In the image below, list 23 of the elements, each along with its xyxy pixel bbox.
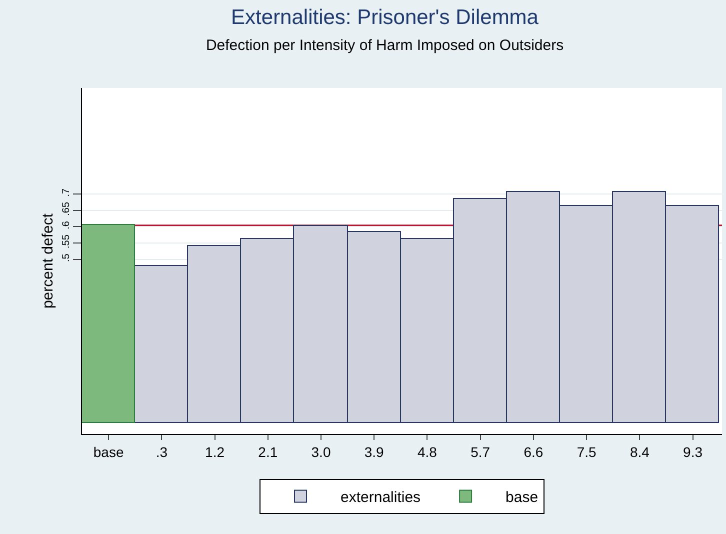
legend-label: base — [506, 489, 538, 506]
y-tick-label: .6 — [61, 220, 72, 230]
y-tick-label: .65 — [61, 202, 72, 216]
x-tick-label: 6.6 — [524, 444, 544, 460]
chart-title: Externalities: Prisoner's Dilemma — [231, 6, 539, 30]
x-tick-label: 3.0 — [311, 444, 331, 460]
y-axis-title: percent defect — [39, 212, 56, 309]
x-tick-label: base — [93, 444, 124, 460]
bar — [82, 224, 135, 423]
x-tick-label: 4.8 — [417, 444, 438, 460]
x-tick-label: 7.5 — [576, 444, 596, 460]
y-tick-label: .7 — [61, 188, 72, 197]
x-tick-label: 1.2 — [205, 444, 225, 460]
chart-subtitle: Defection per Intensity of Harm Imposed on Outsiders — [206, 37, 564, 54]
x-tick-label: .3 — [156, 444, 168, 460]
legend-label: externalities — [340, 489, 421, 506]
x-tick-label: 2.1 — [258, 444, 278, 460]
x-tick-label: 8.4 — [630, 444, 650, 460]
x-tick-label: 3.9 — [364, 444, 384, 460]
y-tick-label: .5 — [61, 253, 72, 262]
x-tick-label: 5.7 — [470, 444, 490, 460]
y-tick-label: .55 — [61, 234, 72, 249]
x-tick-label: 9.3 — [683, 444, 703, 460]
